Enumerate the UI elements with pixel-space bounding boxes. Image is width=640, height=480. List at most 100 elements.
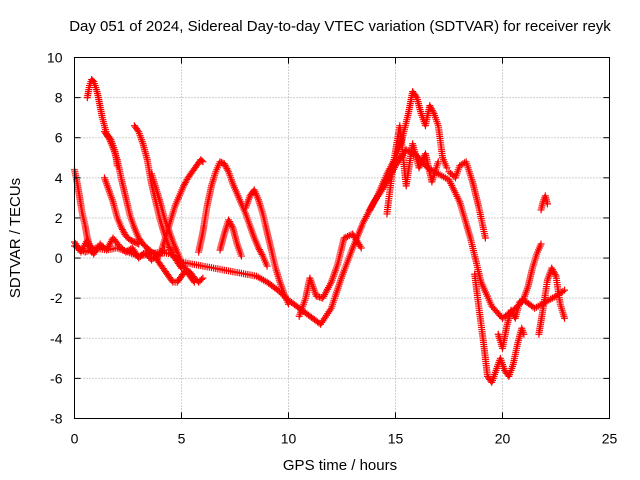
- data-point-interp: [118, 226, 126, 234]
- data-point: [481, 234, 489, 242]
- data-point-interp: [119, 227, 127, 235]
- data-point-interp: [168, 277, 176, 285]
- x-tick-label: 15: [388, 431, 404, 447]
- y-tick-label: -2: [50, 290, 63, 306]
- data-point-interp: [167, 247, 175, 255]
- data-point-interp: [225, 218, 233, 226]
- data-point-interp: [117, 244, 125, 252]
- data-point: [255, 244, 263, 252]
- data-point: [434, 158, 442, 166]
- y-tick-label: 2: [55, 210, 63, 226]
- data-point: [340, 234, 348, 242]
- data-point-interp: [228, 222, 236, 230]
- data-point-interp: [134, 126, 142, 134]
- data-point-interp: [223, 165, 231, 173]
- data-point-interp: [180, 263, 188, 271]
- data-point-interp: [258, 250, 266, 258]
- data-point: [426, 102, 434, 110]
- data-point-interp: [119, 245, 127, 253]
- data-point: [561, 286, 569, 294]
- data-point-interp: [255, 246, 263, 254]
- x-tick-label: 5: [178, 431, 186, 447]
- data-points: [71, 76, 569, 386]
- data-point-interp: [221, 161, 229, 169]
- data-point-interp: [198, 157, 206, 165]
- data-point-interp: [551, 271, 559, 279]
- data-point-interp: [427, 103, 435, 111]
- data-point-interp: [549, 266, 557, 274]
- data-point: [561, 314, 569, 322]
- data-point-interp: [166, 244, 174, 252]
- data-point-interp: [224, 166, 232, 174]
- data-point-interp: [120, 229, 128, 237]
- plot-frame: [74, 57, 610, 419]
- data-point-interp: [257, 249, 265, 257]
- x-axis-label: GPS time / hours: [283, 457, 397, 474]
- y-tick-label: 8: [55, 90, 63, 106]
- x-tick-label: 25: [602, 431, 618, 447]
- data-point: [507, 306, 515, 314]
- y-tick-label: -6: [50, 370, 63, 386]
- y-axis-label: SDTVAR / TECUs: [7, 178, 24, 298]
- data-point-interp: [226, 219, 234, 227]
- data-point-interp: [412, 92, 420, 100]
- axis-ticks: [74, 57, 610, 419]
- data-point-interp: [549, 267, 557, 275]
- data-point-interp: [179, 261, 187, 269]
- data-point: [199, 158, 207, 166]
- data-point: [237, 252, 245, 260]
- data-point-interp: [429, 108, 437, 116]
- data-point: [543, 200, 551, 208]
- data-point-interp: [227, 221, 235, 229]
- data-point-interp: [178, 260, 186, 268]
- data-point-interp: [197, 275, 205, 283]
- axis-tick-labels: 0 5 10 15 20 25 -8 -6 -4 -2 0 2 4 6 8 10: [47, 50, 618, 447]
- data-point: [443, 164, 451, 172]
- data-point: [180, 182, 188, 190]
- y-tick-label: 10: [47, 50, 63, 66]
- data-point: [225, 216, 233, 224]
- data-point-interp: [166, 245, 174, 253]
- data-point-interp: [256, 247, 264, 255]
- data-point-interp: [181, 179, 189, 187]
- data-point-interp: [428, 106, 436, 114]
- data-point: [135, 240, 143, 248]
- chart-title: Day 051 of 2024, Sidereal Day-to-day VTE…: [69, 18, 611, 35]
- data-point: [520, 330, 528, 338]
- data-point-interp: [427, 105, 435, 113]
- data-point-interp: [133, 239, 141, 247]
- data-point: [548, 264, 556, 272]
- data-point-interp: [342, 233, 350, 241]
- data-point: [96, 240, 104, 248]
- data-point: [178, 258, 185, 266]
- y-tick-label: -8: [50, 411, 63, 427]
- data-point-interp: [180, 180, 188, 188]
- data-point-interp: [550, 269, 558, 277]
- data-point: [537, 240, 545, 248]
- data-point-interp: [171, 253, 179, 261]
- y-tick-label: 6: [55, 130, 63, 146]
- data-point: [88, 248, 96, 256]
- data-point-interp: [98, 242, 106, 250]
- y-tick-label: -4: [50, 330, 63, 346]
- data-point: [135, 254, 143, 262]
- x-tick-label: 0: [71, 431, 79, 447]
- data-point-interp: [448, 171, 456, 179]
- data-point-interp: [222, 163, 230, 171]
- data-point: [156, 252, 164, 260]
- data-point: [357, 244, 365, 252]
- data-point-interp: [182, 177, 190, 185]
- y-tick-label: 0: [55, 250, 63, 266]
- data-point-interp: [344, 232, 352, 240]
- x-tick-label: 10: [281, 431, 297, 447]
- y-tick-label: 4: [55, 170, 63, 186]
- data-point-interp: [104, 132, 112, 140]
- x-tick-label: 20: [495, 431, 511, 447]
- data-point-interp: [447, 169, 455, 177]
- data-point: [115, 242, 123, 250]
- data-point: [285, 300, 292, 308]
- data-point: [263, 262, 271, 270]
- data-point: [220, 160, 228, 168]
